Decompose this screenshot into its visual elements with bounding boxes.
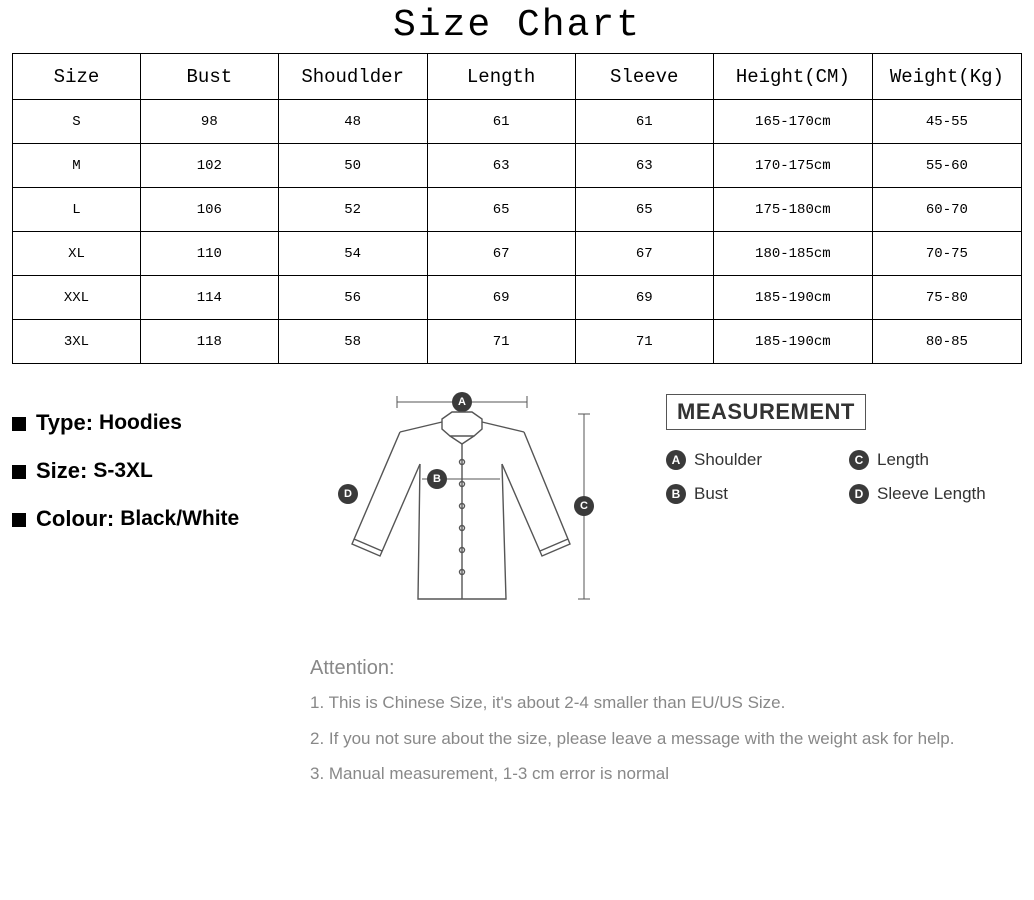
table-cell: 65 [575,188,713,232]
table-cell: 61 [575,100,713,144]
table-cell: 71 [427,320,575,364]
table-cell: M [13,144,141,188]
table-cell: 69 [575,276,713,320]
table-cell: 114 [140,276,278,320]
legend-d-text: Sleeve Length [877,484,986,504]
diagram-label-d: D [344,488,352,500]
diagram-label-b: B [433,473,441,485]
table-body: S98486161165-170cm45-55M102506363170-175… [13,100,1022,364]
attention-section: Attention: 1. This is Chinese Size, it's… [310,657,1034,787]
table-cell: 75-80 [872,276,1021,320]
col-header: Shoudlder [278,54,427,100]
diagram-label-a: A [458,396,466,408]
table-cell: 185-190cm [713,320,872,364]
table-cell: 71 [575,320,713,364]
measurement-title-box: MEASUREMENT [666,394,866,430]
table-row: XL110546767180-185cm70-75 [13,232,1022,276]
table-row: XXL114566969185-190cm75-80 [13,276,1022,320]
table-cell: 58 [278,320,427,364]
table-cell: 69 [427,276,575,320]
bullet-square-icon [12,417,26,431]
attention-item: 3. Manual measurement, 1-3 cm error is n… [310,761,994,787]
table-cell: L [13,188,141,232]
table-cell: 98 [140,100,278,144]
legend-d: D Sleeve Length [849,484,1022,504]
spec-colour-value: Black/White [120,507,239,531]
spec-size: Size: S-3XL [12,458,302,484]
table-cell: XXL [13,276,141,320]
spec-colour: Colour: Black/White [12,506,302,532]
circle-d-icon: D [849,484,869,504]
table-cell: 45-55 [872,100,1021,144]
attention-list: 1. This is Chinese Size, it's about 2-4 … [310,690,994,787]
table-cell: 106 [140,188,278,232]
table-cell: 56 [278,276,427,320]
table-cell: 180-185cm [713,232,872,276]
spec-colour-label: Colour: [36,506,114,532]
attention-item: 1. This is Chinese Size, it's about 2-4 … [310,690,994,716]
legend-b: B Bust [666,484,839,504]
table-cell: 50 [278,144,427,188]
table-cell: 55-60 [872,144,1021,188]
legend-a-text: Shoulder [694,450,762,470]
circle-a-icon: A [666,450,686,470]
table-row: 3XL118587171185-190cm80-85 [13,320,1022,364]
table-cell: 170-175cm [713,144,872,188]
table-cell: 80-85 [872,320,1021,364]
table-cell: 3XL [13,320,141,364]
col-header: Height(CM) [713,54,872,100]
table-row: S98486161165-170cm45-55 [13,100,1022,144]
table-cell: 118 [140,320,278,364]
table-row: L106526565175-180cm60-70 [13,188,1022,232]
legend-b-text: Bust [694,484,728,504]
spec-type-value: Hoodies [99,411,182,435]
attention-title: Attention: [310,657,994,680]
table-cell: 175-180cm [713,188,872,232]
table-cell: 61 [427,100,575,144]
page-title: Size Chart [0,0,1034,53]
table-cell: 165-170cm [713,100,872,144]
size-chart-table: Size Bust Shoudlder Length Sleeve Height… [12,53,1022,364]
table-header-row: Size Bust Shoudlder Length Sleeve Height… [13,54,1022,100]
table-cell: 67 [575,232,713,276]
attention-item: 2. If you not sure about the size, pleas… [310,726,994,752]
table-cell: 65 [427,188,575,232]
col-header: Length [427,54,575,100]
table-row: M102506363170-175cm55-60 [13,144,1022,188]
circle-b-icon: B [666,484,686,504]
spec-size-label: Size: [36,458,87,484]
col-header: Weight(Kg) [872,54,1021,100]
table-cell: 63 [427,144,575,188]
spec-type-label: Type: [36,410,93,436]
table-cell: 48 [278,100,427,144]
table-cell: XL [13,232,141,276]
col-header: Bust [140,54,278,100]
table-cell: 185-190cm [713,276,872,320]
table-cell: S [13,100,141,144]
bullet-square-icon [12,513,26,527]
table-cell: 102 [140,144,278,188]
table-cell: 54 [278,232,427,276]
measurement-column: MEASUREMENT A Shoulder C Length B Bust D… [642,384,1022,639]
spec-size-value: S-3XL [93,459,153,483]
table-cell: 60-70 [872,188,1021,232]
spec-column: Type: Hoodies Size: S-3XL Colour: Black/… [12,384,302,639]
legend-a: A Shoulder [666,450,839,470]
table-cell: 67 [427,232,575,276]
legend-c-text: Length [877,450,929,470]
table-cell: 110 [140,232,278,276]
bullet-square-icon [12,465,26,479]
diagram-label-c: C [580,500,588,512]
shirt-diagram: A [302,384,642,639]
legend-c: C Length [849,450,1022,470]
table-cell: 70-75 [872,232,1021,276]
table-cell: 52 [278,188,427,232]
col-header: Sleeve [575,54,713,100]
circle-c-icon: C [849,450,869,470]
col-header: Size [13,54,141,100]
table-cell: 63 [575,144,713,188]
spec-type: Type: Hoodies [12,410,302,436]
